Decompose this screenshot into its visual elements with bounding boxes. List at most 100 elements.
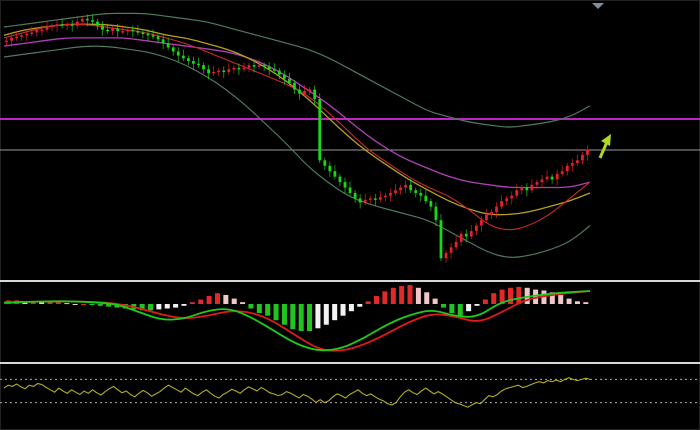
candle-body (5, 40, 8, 43)
candle (186, 55, 190, 66)
candle-body (449, 247, 453, 253)
candle (217, 67, 221, 77)
candle-body (45, 27, 49, 30)
candle (394, 184, 397, 196)
candle (65, 21, 69, 31)
candle (25, 29, 29, 42)
candle (343, 177, 347, 194)
candle (35, 27, 39, 37)
candle (555, 169, 559, 186)
candle-body (581, 154, 584, 161)
candle-body (35, 29, 39, 33)
macd-histogram-bar (240, 302, 246, 304)
candle-body (232, 67, 236, 70)
candle (141, 29, 145, 39)
candle (91, 14, 94, 25)
candle-body (505, 198, 509, 202)
macd-histogram-bar (173, 304, 179, 308)
candle-body (146, 33, 150, 36)
macd-histogram-bar (524, 287, 530, 304)
candle-body (267, 66, 271, 70)
candle-body (242, 67, 246, 70)
candle (389, 188, 392, 202)
candle-body (348, 187, 352, 193)
candle-body (111, 28, 115, 32)
candle-body (454, 241, 458, 248)
macd-histogram-bar (549, 292, 555, 304)
candle-body (414, 190, 418, 193)
candle-body (323, 160, 327, 166)
candle-body (384, 195, 387, 198)
candle (50, 22, 54, 32)
candle (202, 62, 205, 74)
candle-body (252, 65, 256, 67)
candle-body (20, 35, 24, 37)
candle (459, 231, 463, 247)
candle-body (495, 206, 498, 212)
candle (404, 180, 408, 194)
candle-body (288, 78, 291, 83)
price-panel (0, 12, 700, 263)
candle-body (161, 39, 165, 44)
candle (212, 65, 216, 76)
candle-body (151, 35, 155, 37)
candle (176, 47, 180, 62)
candle-body (91, 20, 94, 22)
candle-body (80, 18, 84, 22)
candle (490, 209, 493, 220)
candle-body (474, 225, 478, 232)
macd-histogram-bar (164, 304, 170, 309)
candle-body (434, 206, 438, 221)
macd-histogram-bar (248, 304, 254, 309)
candle-body (439, 220, 443, 259)
candle-body (318, 99, 322, 161)
macd-histogram-bar (189, 302, 195, 304)
bollinger-upper-line (3, 12, 591, 128)
macd-histogram-bar (541, 290, 547, 304)
oscillator-panel (0, 377, 700, 408)
candle (384, 192, 387, 202)
candle-body (368, 198, 372, 200)
candle (454, 235, 458, 251)
candle-body (65, 24, 69, 26)
candle (121, 25, 125, 34)
candle (192, 56, 195, 70)
macd-panel (3, 285, 591, 352)
candle-body (282, 74, 286, 79)
candle-body (277, 70, 281, 75)
candle (505, 195, 509, 206)
macd-histogram-bar (340, 304, 346, 316)
candle-body (510, 195, 514, 199)
candle (449, 243, 453, 259)
candle-body (343, 182, 347, 188)
candle-body (424, 195, 428, 202)
candle (560, 165, 564, 177)
candle-body (126, 29, 130, 32)
candle-body (394, 190, 397, 193)
arrow-shaft (598, 141, 609, 159)
candle (510, 191, 514, 205)
macd-histogram-bar (315, 304, 321, 329)
macd-histogram-bar (323, 304, 329, 325)
candle (10, 33, 13, 47)
candle-body (176, 51, 180, 56)
candle-body (10, 37, 13, 41)
candle (434, 202, 438, 227)
candle-body (490, 212, 493, 215)
candle-body (237, 67, 241, 70)
candle (378, 191, 382, 203)
candle-body (227, 69, 231, 72)
macd-histogram-bar (64, 303, 70, 305)
candle-body (303, 90, 306, 94)
candle (166, 37, 170, 51)
candle (535, 179, 539, 190)
candle (515, 184, 519, 199)
macd-histogram-bar (256, 304, 262, 313)
candle (565, 163, 569, 176)
bollinger-lower-line (3, 45, 591, 258)
macd-line (3, 290, 591, 352)
macd-histogram-bar (491, 293, 497, 304)
candle (419, 188, 423, 202)
macd-histogram-bar (30, 301, 36, 304)
